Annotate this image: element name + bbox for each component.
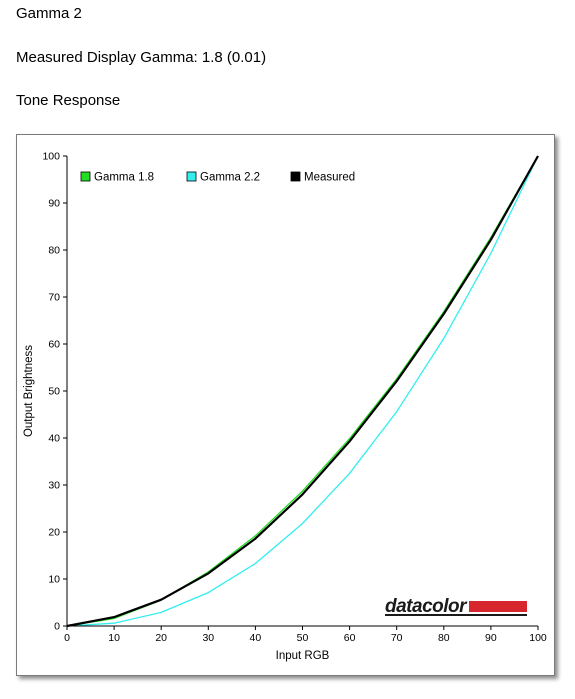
y-tick-label: 10 [48, 574, 60, 586]
x-tick-label: 20 [155, 632, 167, 644]
legend-item: Measured [290, 171, 355, 184]
legend-label: Gamma 1.8 [94, 172, 154, 184]
legend-item: Gamma 2.2 [186, 171, 260, 184]
x-axis-label: Input RGB [276, 650, 330, 662]
datacolor-logo: datacolor [385, 596, 527, 617]
x-tick-label: 0 [64, 632, 70, 644]
section-heading: Tone Response [16, 92, 121, 109]
legend-label: Measured [304, 172, 355, 184]
chart-legend: Gamma 1.8 Gamma 2.2 Measured [80, 171, 355, 184]
x-tick-label: 80 [438, 632, 450, 644]
x-tick-label: 90 [485, 632, 497, 644]
y-tick-label: 80 [48, 245, 60, 257]
y-tick-label: 70 [48, 292, 60, 304]
chart-svg: 0 10 20 30 40 50 60 70 80 90 100 0 10 20 30 40 50 60 70 80… [23, 151, 547, 663]
y-tick-label: 40 [48, 433, 60, 445]
y-tick-label: 30 [48, 480, 60, 492]
legend-label: Gamma 2.2 [200, 172, 260, 184]
legend-swatch [80, 171, 91, 182]
x-tick-label: 50 [297, 632, 309, 644]
y-tick-label: 0 [54, 621, 60, 633]
tone-response-chart: 0 10 20 30 40 50 60 70 80 90 100 0 10 20 30 40 50 60 70 80… [16, 134, 555, 676]
x-tick-label: 70 [391, 632, 403, 644]
x-tick-label: 60 [344, 632, 356, 644]
y-axis-label: Output Brightness [23, 345, 35, 437]
series-line-measured [66, 155, 539, 628]
series-line-gamma-2-2 [66, 155, 539, 627]
y-tick-label: 50 [48, 386, 60, 398]
x-tick-label: 100 [529, 632, 547, 644]
legend-swatch [186, 171, 197, 182]
x-tick-label: 10 [108, 632, 120, 644]
y-tick-label: 100 [42, 151, 60, 163]
y-tick-label: 20 [48, 527, 60, 539]
legend-swatch [290, 171, 301, 182]
page-title: Gamma 2 [16, 5, 82, 22]
y-tick-label: 90 [48, 198, 60, 210]
logo-underline [385, 614, 527, 616]
x-tick-label: 40 [250, 632, 262, 644]
logo-text: datacolor [385, 596, 468, 617]
legend-item: Gamma 1.8 [80, 171, 154, 184]
series-line-gamma-1-8 [66, 155, 539, 627]
x-tick-label: 30 [202, 632, 214, 644]
y-tick-label: 60 [48, 339, 60, 351]
logo-bar [469, 601, 527, 612]
measured-gamma-label: Measured Display Gamma: 1.8 (0.01) [16, 49, 267, 66]
